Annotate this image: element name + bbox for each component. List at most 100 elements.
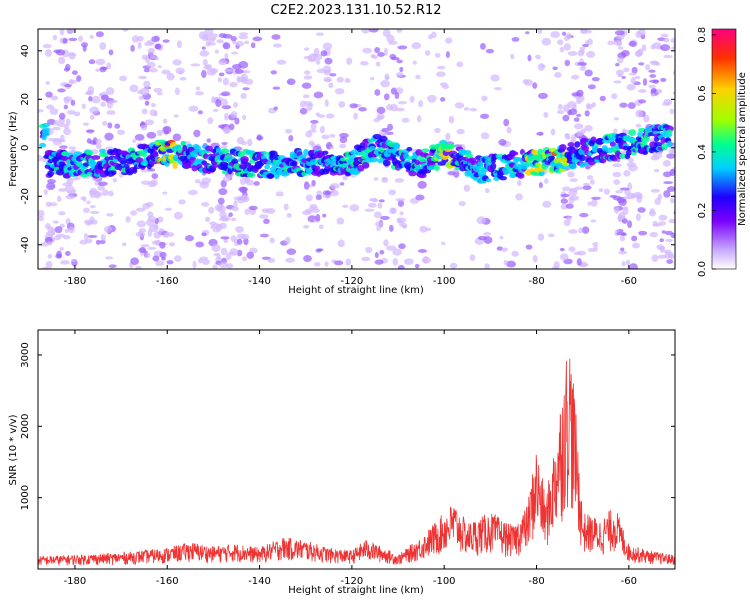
noise-blob xyxy=(525,31,530,35)
noise-blob xyxy=(511,250,519,257)
ridge-blob xyxy=(653,142,663,147)
noise-blob xyxy=(661,230,666,234)
noise-blob xyxy=(559,253,569,261)
noise-blob xyxy=(637,48,644,56)
noise-blob xyxy=(199,50,210,57)
noise-blob xyxy=(60,260,70,265)
noise-blob xyxy=(374,259,384,265)
noise-blob xyxy=(64,228,70,234)
noise-blob xyxy=(58,188,67,192)
noise-blob xyxy=(216,39,224,44)
noise-blob xyxy=(89,210,100,215)
noise-blob xyxy=(585,103,591,110)
noise-blob xyxy=(323,76,332,82)
ridge-blob xyxy=(303,148,309,156)
noise-blob xyxy=(210,224,215,230)
noise-blob xyxy=(301,82,312,89)
ridge-blob xyxy=(490,162,497,170)
noise-blob xyxy=(562,114,570,122)
noise-blob xyxy=(387,123,394,131)
noise-blob xyxy=(317,248,324,252)
noise-blob xyxy=(310,122,317,131)
noise-blob xyxy=(336,76,344,83)
noise-blob xyxy=(70,258,76,263)
noise-blob xyxy=(100,101,107,107)
noise-blob xyxy=(587,201,592,206)
noise-blob xyxy=(663,98,673,106)
noise-blob xyxy=(45,104,55,110)
noise-blob xyxy=(390,87,397,95)
noise-blob xyxy=(501,247,508,252)
noise-blob xyxy=(238,32,249,36)
noise-blob xyxy=(563,43,571,51)
noise-blob xyxy=(65,118,71,127)
noise-blob xyxy=(41,241,49,247)
noise-blob xyxy=(86,138,92,144)
noise-blob xyxy=(469,107,478,112)
noise-blob xyxy=(456,128,465,135)
noise-blob xyxy=(657,254,667,259)
noise-blob xyxy=(89,216,95,224)
noise-blob xyxy=(378,199,385,203)
noise-blob xyxy=(362,47,372,54)
noise-blob xyxy=(112,178,118,183)
ridge-blob xyxy=(609,141,617,147)
noise-blob xyxy=(318,224,324,230)
noise-blob xyxy=(377,202,383,209)
noise-blob xyxy=(388,189,396,196)
ridge-blob xyxy=(567,142,575,147)
noise-blob xyxy=(346,57,353,65)
noise-blob xyxy=(493,86,502,91)
noise-blob xyxy=(339,132,349,139)
noise-blob xyxy=(580,29,588,34)
ridge-blob xyxy=(379,135,388,143)
ridge-blob xyxy=(291,160,298,167)
noise-blob xyxy=(638,230,648,236)
noise-blob xyxy=(38,109,44,113)
noise-blob xyxy=(149,67,158,73)
noise-blob xyxy=(649,74,657,78)
noise-blob xyxy=(338,101,346,108)
ridge-blob xyxy=(433,164,440,172)
noise-blob xyxy=(414,263,420,269)
noise-blob xyxy=(394,92,400,100)
noise-blob xyxy=(434,52,441,58)
noise-blob xyxy=(591,102,596,108)
noise-blob xyxy=(579,49,585,55)
noise-blob xyxy=(336,217,345,225)
noise-blob xyxy=(339,136,348,144)
noise-blob xyxy=(368,29,379,33)
noise-blob xyxy=(53,120,60,126)
noise-blob xyxy=(307,103,314,107)
noise-blob xyxy=(641,44,647,52)
noise-blob xyxy=(270,70,277,75)
noise-blob xyxy=(248,205,258,211)
noise-blob xyxy=(285,257,296,263)
noise-blob xyxy=(397,264,405,269)
noise-blob xyxy=(614,206,620,214)
noise-blob xyxy=(621,75,626,79)
noise-blob xyxy=(579,46,586,51)
snr-x-tick-label: -120 xyxy=(341,576,364,587)
noise-blob xyxy=(556,109,564,115)
noise-blob xyxy=(213,252,220,257)
noise-blob xyxy=(389,224,394,232)
noise-blob xyxy=(436,65,446,70)
noise-blob xyxy=(68,226,75,234)
noise-blob xyxy=(45,80,50,85)
noise-blob xyxy=(445,51,450,59)
colorbar-tick-label: 0.2 xyxy=(697,203,708,219)
snr-frame xyxy=(37,329,676,570)
noise-blob xyxy=(571,74,580,80)
noise-blob xyxy=(101,189,109,196)
noise-blob xyxy=(58,112,66,120)
noise-blob xyxy=(162,191,168,195)
ridge-blob xyxy=(532,149,539,156)
noise-blob xyxy=(151,240,162,245)
noise-blob xyxy=(114,123,121,129)
noise-blob xyxy=(259,214,269,219)
noise-blob xyxy=(576,258,582,266)
noise-blob xyxy=(631,235,638,242)
noise-blob xyxy=(381,127,390,133)
noise-blob xyxy=(209,68,219,74)
